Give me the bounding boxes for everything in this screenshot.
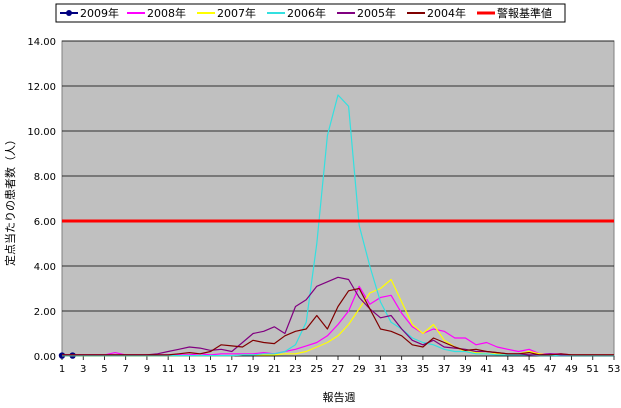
legend-label: 2006年 — [287, 6, 326, 20]
y-tick-label: 0.00 — [34, 352, 56, 363]
x-tick-label: 31 — [374, 364, 387, 375]
legend-label: 2008年 — [147, 6, 186, 20]
y-tick-label: 8.00 — [34, 172, 56, 183]
x-tick-label: 25 — [310, 364, 323, 375]
x-tick-label: 37 — [438, 364, 451, 375]
legend-label: 2007年 — [217, 6, 256, 20]
x-tick-label: 13 — [183, 364, 196, 375]
x-tick-label: 11 — [162, 364, 175, 375]
legend-label: 警報基準値 — [497, 6, 552, 20]
x-tick-label: 5 — [101, 364, 107, 375]
x-tick-label: 49 — [565, 364, 578, 375]
x-tick-label: 1 — [59, 364, 65, 375]
x-tick-label: 23 — [289, 364, 302, 375]
legend-label: 2004年 — [427, 6, 466, 20]
series-line-5 — [62, 287, 614, 356]
x-tick-label: 45 — [523, 364, 536, 375]
y-tick-label: 6.00 — [34, 217, 56, 228]
series-line-4 — [62, 276, 614, 356]
y-tick-label: 4.00 — [34, 262, 56, 273]
legend: 2009年 2008年 2007年 2006年 2005年 2004年 警報基準値 — [55, 3, 566, 23]
x-tick-label: 15 — [204, 364, 217, 375]
x-tick-label: 9 — [144, 364, 150, 375]
y-tick-label: 12.00 — [27, 82, 56, 93]
x-tick-label: 51 — [586, 364, 599, 375]
x-tick-label: 43 — [501, 364, 514, 375]
y-axis-label: 定点当たりの患者数（人） — [3, 134, 17, 266]
plot-area — [61, 40, 615, 357]
x-tick-label: 41 — [480, 364, 493, 375]
legend-item: 警報基準値 — [477, 6, 552, 20]
legend-box — [55, 3, 566, 23]
legend-item: 2009年 — [60, 6, 119, 20]
series-line-3 — [62, 94, 614, 357]
x-tick-label: 27 — [332, 364, 345, 375]
x-tick-label: 3 — [80, 364, 86, 375]
x-tick-label: 35 — [417, 364, 430, 375]
x-tick-label: 53 — [608, 364, 621, 375]
x-tick-label: 19 — [247, 364, 260, 375]
x-axis-ticks: 1 3 5 7 9 11 13 15 17 19 21 23 25 27 29 31 33 35 37 39 41 43 4… — [59, 356, 621, 375]
legend-item: 2005年 — [337, 6, 396, 20]
x-tick-label: 7 — [123, 364, 129, 375]
y-axis-ticks: 0.00 2.00 4.00 6.00 8.00 10.00 12.00 14.00 — [27, 37, 56, 363]
legend-label: 2005年 — [357, 6, 396, 20]
legend-label: 2009年 — [80, 6, 119, 20]
y-tick-label: 2.00 — [34, 307, 56, 318]
x-tick-label: 39 — [459, 364, 472, 375]
y-tick-label: 10.00 — [27, 127, 56, 138]
y-tick-label: 14.00 — [27, 37, 56, 48]
legend-item: 2004年 — [407, 6, 466, 20]
x-tick-label: 33 — [395, 364, 408, 375]
legend-marker — [66, 10, 72, 16]
legend-item: 2007年 — [197, 6, 256, 20]
x-tick-label: 21 — [268, 364, 281, 375]
series-layer — [58, 94, 614, 359]
x-tick-label: 47 — [544, 364, 557, 375]
x-axis-label: 報告週 — [323, 391, 356, 404]
x-tick-label: 29 — [353, 364, 366, 375]
x-tick-label: 17 — [225, 364, 238, 375]
legend-item: 2008年 — [127, 6, 186, 20]
legend-item: 2006年 — [267, 6, 326, 20]
